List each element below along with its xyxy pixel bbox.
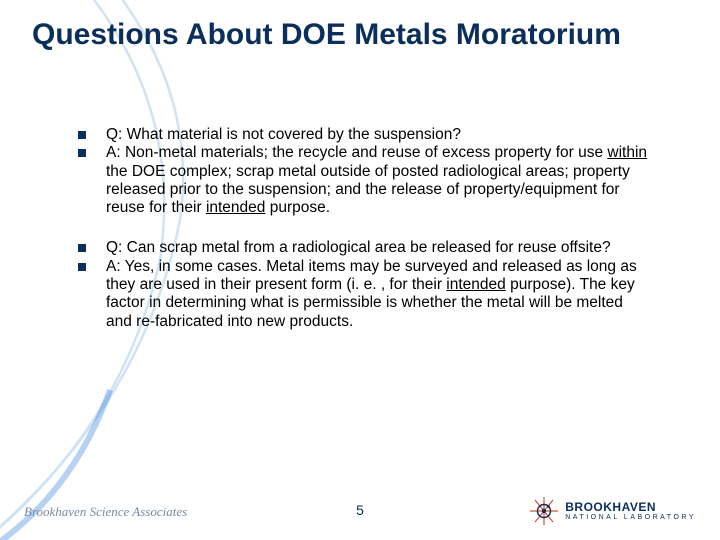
qa-group-2: Q: Can scrap metal from a radiological a… [78,239,648,330]
logo-line2: NATIONAL LABORATORY [565,514,696,521]
logo-mark-icon [529,496,559,526]
logo-line1: BROOKHAVEN [565,501,696,513]
answer-text: A: Non-metal materials; the recycle and … [106,144,647,216]
question-text: Q: Can scrap metal from a radiological a… [106,239,611,256]
question-text: Q: What material is not covered by the s… [106,126,461,143]
slide-title: Questions About DOE Metals Moratorium [32,18,672,53]
slide-body: Q: What material is not covered by the s… [78,126,648,353]
slide: Questions About DOE Metals Moratorium Q:… [0,0,720,540]
square-bullet-icon [78,244,86,252]
bullet-item: Q: What material is not covered by the s… [78,126,648,144]
page-number: 5 [356,502,364,518]
qa-group-1: Q: What material is not covered by the s… [78,126,648,217]
square-bullet-icon [78,149,86,157]
square-bullet-icon [78,131,86,139]
square-bullet-icon [78,263,86,271]
footer-affiliation: Brookhaven Science Associates [24,504,187,520]
bullet-item: Q: Can scrap metal from a radiological a… [78,239,648,257]
bullet-item: A: Yes, in some cases. Metal items may b… [78,258,648,331]
brookhaven-logo: BROOKHAVEN NATIONAL LABORATORY [529,496,696,526]
bullet-item: A: Non-metal materials; the recycle and … [78,144,648,217]
answer-text: A: Yes, in some cases. Metal items may b… [106,258,637,330]
logo-text: BROOKHAVEN NATIONAL LABORATORY [565,501,696,521]
